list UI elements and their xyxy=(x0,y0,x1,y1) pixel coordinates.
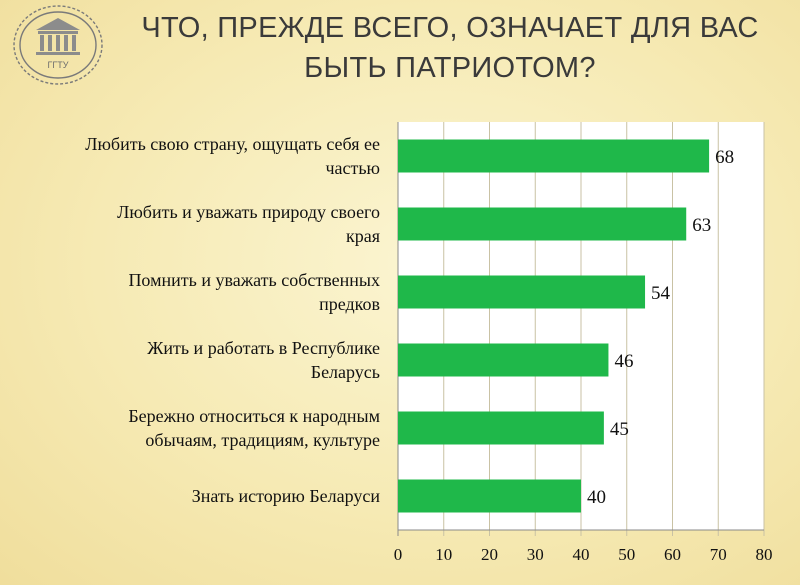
bar xyxy=(398,139,710,173)
x-tick-label: 80 xyxy=(756,545,773,564)
data-label: 54 xyxy=(651,283,671,304)
x-axis-ticks: 0 10 20 30 40 50 60 70 80 xyxy=(394,545,773,564)
category-labels: Любить свою страну, ощущать себя ее часть… xyxy=(85,134,380,506)
category-label: края xyxy=(346,226,380,246)
x-tick-label: 30 xyxy=(527,545,544,564)
category-label: Беларусь xyxy=(311,362,380,382)
logo-text: ГГТУ xyxy=(48,60,69,70)
category-label: Любить свою страну, ощущать себя ее xyxy=(85,134,380,154)
category-label: Любить и уважать природу своего xyxy=(117,202,380,222)
x-tick-label: 70 xyxy=(710,545,727,564)
university-seal-icon: ГГТУ xyxy=(10,2,106,88)
category-label: Бережно относиться к народным xyxy=(128,406,380,426)
x-tick-label: 0 xyxy=(394,545,403,564)
grid-lines xyxy=(397,122,765,536)
data-label: 40 xyxy=(587,487,606,508)
x-tick-label: 60 xyxy=(664,545,681,564)
category-label: Знать историю Беларуси xyxy=(192,486,381,506)
bar xyxy=(398,343,609,377)
category-label: Помнить и уважать собственных xyxy=(128,270,380,290)
category-label: частью xyxy=(325,158,380,178)
bar xyxy=(398,411,604,445)
category-label: предков xyxy=(319,294,380,314)
x-tick-label: 10 xyxy=(435,545,452,564)
x-tick-label: 50 xyxy=(618,545,635,564)
bar xyxy=(398,479,581,513)
x-tick-label: 40 xyxy=(573,545,590,564)
category-label: обычаям, традициям, культуре xyxy=(145,430,380,450)
data-label: 63 xyxy=(692,215,711,236)
data-label: 46 xyxy=(614,351,633,372)
bar xyxy=(398,275,646,309)
page-title: ЧТО, ПРЕЖДЕ ВСЕГО, ОЗНАЧАЕТ ДЛЯ ВАС БЫТЬ… xyxy=(110,8,790,88)
bars xyxy=(398,139,710,513)
title-line-1: ЧТО, ПРЕЖДЕ ВСЕГО, ОЗНАЧАЕТ ДЛЯ ВАС xyxy=(141,12,759,44)
value-labels: 68 63 54 46 45 40 xyxy=(587,147,734,508)
bar xyxy=(398,207,687,241)
title-line-2: БЫТЬ ПАТРИОТОМ? xyxy=(304,52,596,84)
data-label: 45 xyxy=(610,419,629,440)
category-label: Жить и работать в Республике xyxy=(147,338,380,358)
data-label: 68 xyxy=(715,147,734,168)
x-tick-label: 20 xyxy=(481,545,498,564)
